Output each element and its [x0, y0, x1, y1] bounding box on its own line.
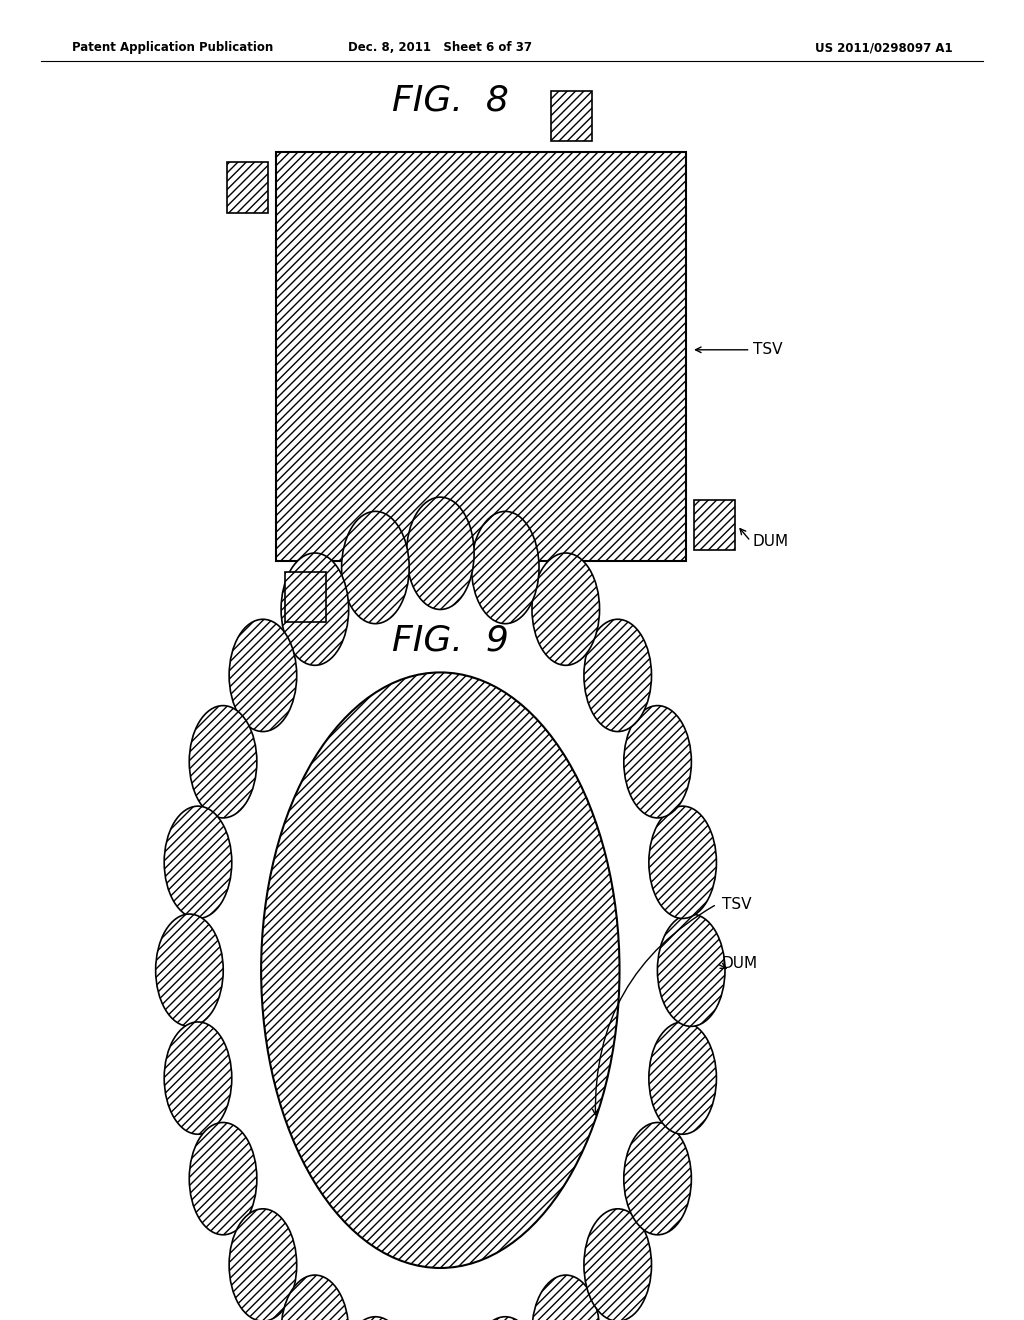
Bar [551, 91, 592, 141]
Text: TSV: TSV [722, 896, 752, 912]
Text: US 2011/0298097 A1: US 2011/0298097 A1 [815, 41, 952, 54]
Text: FIG.  8: FIG. 8 [392, 83, 509, 117]
Ellipse shape [624, 1122, 691, 1234]
Ellipse shape [164, 807, 231, 919]
Text: Patent Application Publication: Patent Application Publication [72, 41, 273, 54]
Ellipse shape [342, 511, 410, 623]
Ellipse shape [471, 1317, 539, 1320]
Ellipse shape [657, 913, 725, 1027]
Ellipse shape [584, 1209, 651, 1320]
Ellipse shape [532, 553, 600, 665]
Ellipse shape [649, 1022, 717, 1134]
Ellipse shape [471, 511, 539, 623]
Bar [694, 500, 735, 550]
Text: TSV: TSV [753, 342, 782, 358]
Ellipse shape [156, 913, 223, 1027]
Text: DUM: DUM [722, 956, 758, 972]
Text: FIG.  9: FIG. 9 [392, 623, 509, 657]
Ellipse shape [282, 553, 348, 665]
Ellipse shape [624, 706, 691, 818]
Text: DUM: DUM [753, 533, 788, 549]
Bar [285, 572, 326, 622]
Bar [227, 162, 268, 213]
Bar [276, 152, 686, 561]
Ellipse shape [229, 1209, 297, 1320]
Ellipse shape [261, 672, 620, 1269]
Ellipse shape [342, 1317, 410, 1320]
Text: Dec. 8, 2011   Sheet 6 of 37: Dec. 8, 2011 Sheet 6 of 37 [348, 41, 532, 54]
Ellipse shape [407, 498, 474, 610]
Ellipse shape [189, 706, 257, 818]
Ellipse shape [189, 1122, 257, 1234]
Ellipse shape [281, 1275, 348, 1320]
Ellipse shape [229, 619, 297, 731]
Ellipse shape [164, 1022, 231, 1134]
Ellipse shape [649, 807, 717, 919]
Ellipse shape [532, 1275, 600, 1320]
Ellipse shape [584, 619, 651, 731]
